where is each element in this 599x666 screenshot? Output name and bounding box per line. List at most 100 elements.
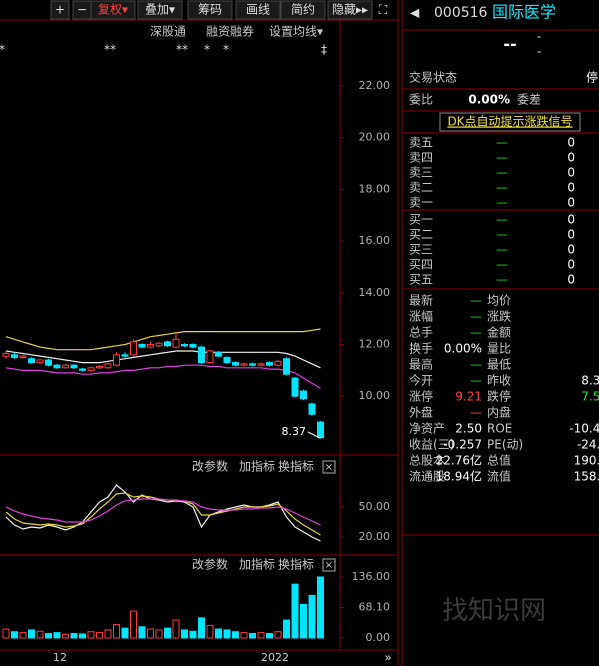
toolbar-button[interactable] <box>187 0 233 20</box>
toolbar-label[interactable]: − <box>77 3 87 17</box>
candle-body <box>96 365 103 369</box>
volume-bar <box>113 624 120 639</box>
book-price: — <box>496 181 508 195</box>
ratio-label: 委比 <box>409 93 433 107</box>
toolbar-button[interactable] <box>280 0 326 20</box>
signal: DK点自动提示涨跌信号 <box>447 114 572 129</box>
stat-label: 涨跌 <box>487 309 511 324</box>
expand-icon: ⛶ <box>378 3 388 17</box>
volume-bar <box>104 629 112 639</box>
book-label: 买一 <box>409 213 433 227</box>
toolbar-label[interactable]: 筹码 <box>198 3 222 17</box>
candle-body <box>87 367 95 371</box>
stat-value: — <box>470 374 482 388</box>
back-arrow: ◀ <box>410 6 420 20</box>
stat-label: 外盘 <box>409 405 433 420</box>
candle-body <box>11 354 18 358</box>
volume-bar <box>70 633 78 639</box>
book-volume: 0 <box>567 166 575 180</box>
panel-button[interactable]: 加指标 <box>239 557 275 572</box>
scroll-button[interactable]: » <box>384 651 391 665</box>
toolbar-label[interactable]: 简约 <box>291 2 315 17</box>
price-tick-label: 18.00 <box>359 182 391 195</box>
volume-bar <box>266 633 273 639</box>
volume-bar <box>121 627 129 639</box>
toolbar-label[interactable]: 画线 <box>246 3 270 17</box>
book-label: 买四 <box>409 258 433 272</box>
close-button[interactable] <box>322 460 336 474</box>
panel-button[interactable]: 换指标 <box>278 459 314 474</box>
candle-body <box>240 363 248 366</box>
volume-bar <box>155 629 163 639</box>
tab[interactable]: 设置均线▾ <box>269 25 323 39</box>
stat-value: — <box>470 310 482 324</box>
candle-body <box>104 363 112 369</box>
toolbar-button[interactable] <box>50 0 70 20</box>
candle-body <box>283 358 290 375</box>
toolbar-button[interactable] <box>235 0 281 20</box>
volume-bar <box>223 629 231 639</box>
candle-body <box>266 362 273 366</box>
volume-bar <box>274 631 282 639</box>
book-volume: 0 <box>567 213 575 227</box>
candle-body <box>206 350 214 364</box>
stat-value: 2.50 <box>455 422 482 436</box>
toolbar-label[interactable]: 叠加▾ <box>145 3 175 17</box>
tab[interactable]: 深股通 <box>150 25 186 39</box>
volume-bar <box>87 631 95 639</box>
volume-bar <box>206 624 214 639</box>
candle-body <box>113 354 120 366</box>
panel-button[interactable]: 改参数 <box>192 557 228 572</box>
toolbar-button[interactable] <box>90 0 136 20</box>
candle-body <box>198 346 205 364</box>
stat-value: 22.76亿 <box>436 453 482 468</box>
stat-label: 总手 <box>409 326 433 340</box>
price-tick-label: 22.00 <box>359 79 391 92</box>
stat-label: 昨收 <box>487 374 511 388</box>
stat-label: 最高 <box>409 357 433 372</box>
volume-bar <box>291 583 299 639</box>
volume-bar <box>240 632 248 639</box>
candle-body <box>317 421 324 439</box>
toolbar-button[interactable] <box>327 0 373 20</box>
close-button[interactable] <box>322 558 336 572</box>
panel-button[interactable]: 加指标 <box>239 459 275 474</box>
marker: ** <box>104 43 116 57</box>
marker: * <box>223 43 229 57</box>
volume-bar <box>283 619 290 639</box>
stat-value: — <box>470 358 482 372</box>
toolbar-label[interactable]: + <box>55 3 65 17</box>
book-volume: 0 <box>567 181 575 195</box>
marker: ‡ <box>321 43 327 57</box>
stat-value: — <box>470 406 482 420</box>
book-label: 卖四 <box>409 151 433 165</box>
volume-bar <box>198 617 205 639</box>
tab[interactable]: 融资融券 <box>206 24 254 39</box>
indicator-tick-label: 50.00 <box>359 500 391 513</box>
book-price: — <box>496 243 508 257</box>
volume-bar <box>2 628 10 639</box>
moving-average <box>5 328 321 351</box>
volume-bar <box>11 631 18 639</box>
signal-box[interactable] <box>439 112 581 132</box>
book-volume: 0 <box>567 151 575 165</box>
watermark: 找知识网 <box>442 596 546 626</box>
candle-body <box>291 377 299 397</box>
panel-button[interactable]: 改参数 <box>192 459 228 474</box>
toolbar-label[interactable]: 隐藏▸▸ <box>332 3 368 17</box>
volume-bar <box>189 630 197 639</box>
marker: * <box>0 43 5 57</box>
toolbar-label[interactable]: 复权▾ <box>98 3 128 17</box>
x-label: 2022 <box>261 651 289 664</box>
panel-button[interactable]: 换指标 <box>278 557 314 572</box>
candle-body <box>172 338 180 348</box>
candle-body <box>274 360 282 366</box>
stat-label: 流值 <box>487 469 511 484</box>
book-label: 卖一 <box>409 196 433 210</box>
stat-value: 190.5 <box>574 454 599 468</box>
toolbar-button[interactable] <box>137 0 183 20</box>
book-volume: 0 <box>567 136 575 150</box>
price-tick-label: 12.00 <box>359 338 391 351</box>
stat-value: — <box>470 326 482 340</box>
